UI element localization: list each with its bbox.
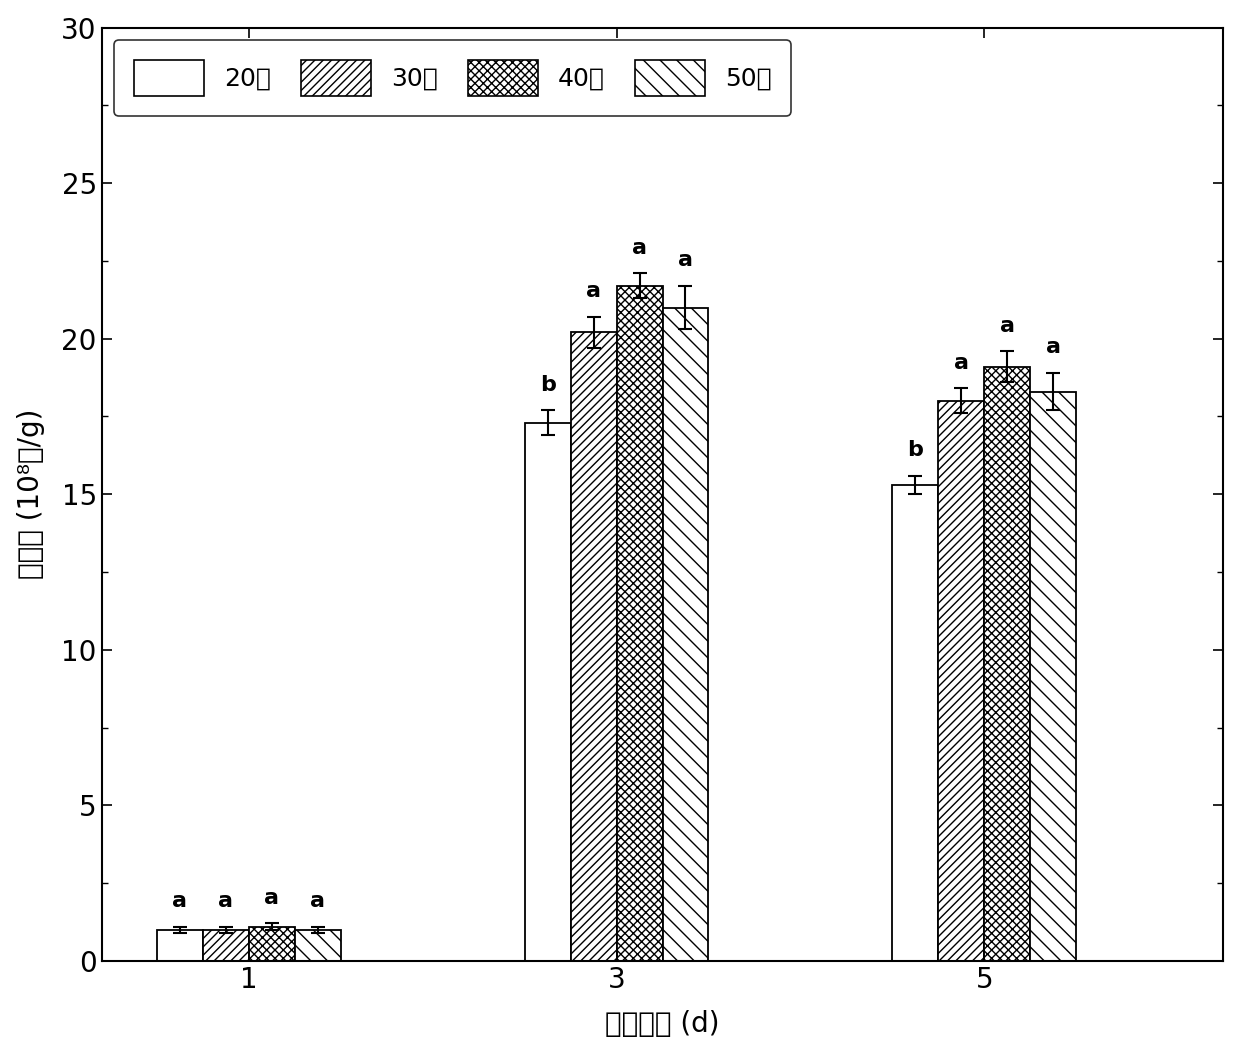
Bar bbox=[249, 926, 295, 961]
Bar bbox=[295, 929, 341, 961]
Bar bbox=[525, 423, 570, 961]
X-axis label: 发酵天数 (d): 发酵天数 (d) bbox=[605, 1011, 719, 1038]
Bar bbox=[985, 367, 1030, 961]
Text: b: b bbox=[908, 440, 924, 460]
Bar bbox=[156, 929, 203, 961]
Text: a: a bbox=[264, 888, 279, 908]
Text: a: a bbox=[587, 282, 601, 302]
Bar bbox=[616, 286, 662, 961]
Text: a: a bbox=[310, 891, 325, 912]
Text: a: a bbox=[678, 250, 693, 270]
Text: b: b bbox=[539, 375, 556, 395]
Text: a: a bbox=[999, 315, 1014, 335]
Bar bbox=[939, 401, 985, 961]
Text: a: a bbox=[954, 353, 968, 372]
Text: a: a bbox=[172, 891, 187, 912]
Legend: 20目, 30目, 40目, 50目: 20目, 30目, 40目, 50目 bbox=[114, 40, 791, 116]
Text: a: a bbox=[218, 891, 233, 912]
Bar bbox=[203, 929, 249, 961]
Bar bbox=[662, 308, 708, 961]
Bar bbox=[1030, 391, 1076, 961]
Text: a: a bbox=[1045, 338, 1060, 358]
Y-axis label: 孢子数 (10⁸个/g): 孢子数 (10⁸个/g) bbox=[16, 409, 45, 579]
Bar bbox=[570, 332, 616, 961]
Bar bbox=[893, 485, 939, 961]
Text: a: a bbox=[632, 237, 647, 257]
